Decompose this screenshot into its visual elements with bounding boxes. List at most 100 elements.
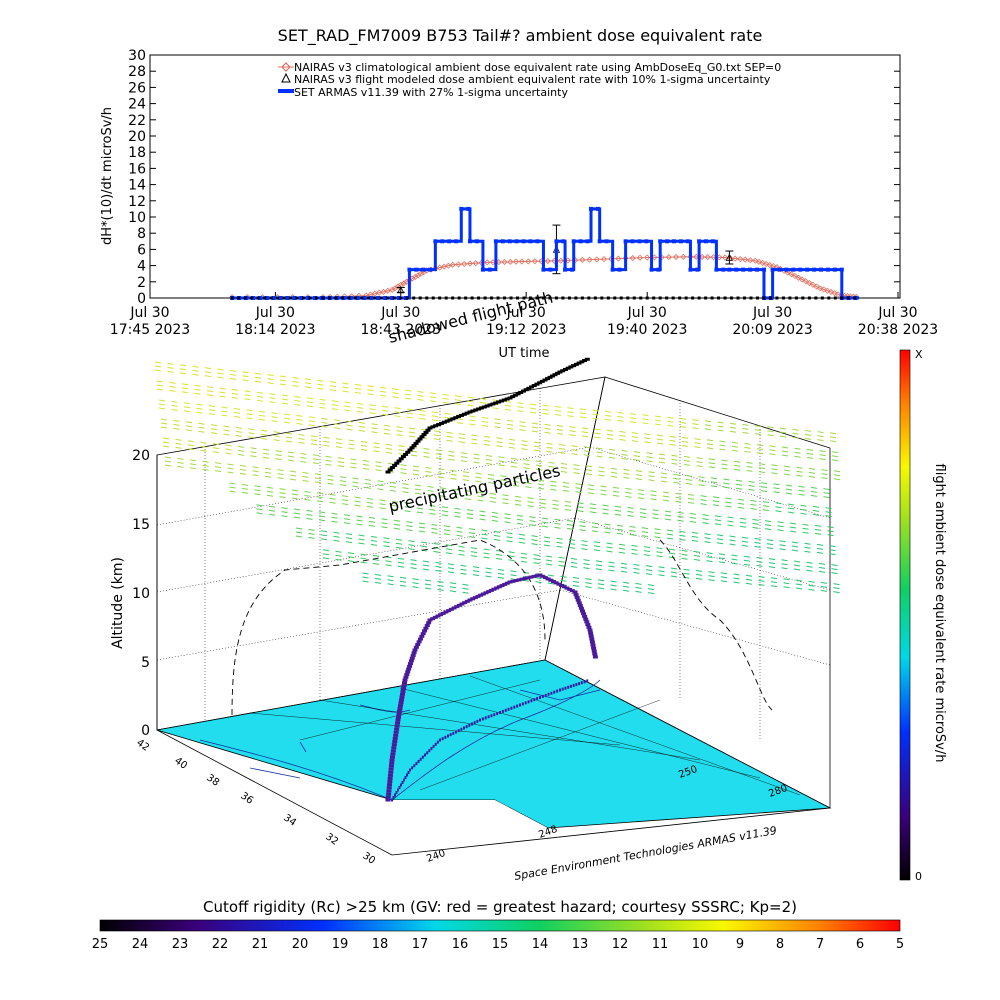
dose-field-mark	[518, 541, 526, 544]
dose-field-mark	[729, 535, 736, 538]
legend: NAIRAS v3 climatological ambient dose eq…	[278, 61, 781, 99]
dose-field-mark	[620, 566, 628, 569]
ground-track-point	[536, 697, 539, 701]
dose-field-mark	[350, 466, 357, 469]
dose-field-mark	[473, 457, 480, 460]
ground-track-point	[575, 683, 578, 687]
dose-field-mark	[271, 420, 278, 423]
dose-field-mark	[735, 483, 743, 486]
dose-field-mark	[629, 421, 637, 424]
dose-field-mark	[308, 424, 316, 427]
dose-field-mark	[385, 560, 392, 563]
dose-field-mark	[714, 519, 722, 522]
y-tick-label: 16	[128, 161, 146, 177]
shadowed-track-point	[510, 395, 516, 399]
dose-field-mark	[281, 398, 289, 401]
dose-field-mark	[496, 441, 503, 444]
dose-field-mark	[435, 457, 443, 460]
dose-field-mark	[400, 464, 407, 467]
dose-field-mark	[681, 557, 688, 560]
dose-field-mark	[685, 482, 693, 485]
dose-field-mark	[739, 517, 747, 520]
flight-track-point	[548, 578, 554, 582]
dose-field-mark	[456, 526, 463, 529]
dose-field-mark	[800, 512, 807, 515]
dose-field-mark	[164, 464, 172, 467]
dose-field-mark	[337, 457, 345, 460]
dose-field-mark	[583, 563, 590, 566]
flight-track-point	[387, 773, 393, 777]
dose-field-mark	[393, 523, 401, 526]
dose-field-mark	[460, 572, 467, 575]
dose-field-mark	[792, 436, 799, 439]
flight-track-point	[387, 783, 393, 787]
dose-field-mark	[189, 467, 197, 470]
dose-field-mark	[552, 507, 559, 510]
series-nairas-climatological-point	[835, 291, 842, 298]
series-armas-point	[306, 296, 311, 300]
dose-field-mark	[360, 561, 367, 564]
dose-field-mark	[408, 544, 415, 547]
dose-field-mark	[254, 489, 261, 492]
dose-field-mark	[733, 577, 740, 580]
dose-field-mark	[831, 459, 839, 462]
dose-field-mark	[792, 428, 799, 431]
dose-field-mark	[344, 409, 351, 412]
dose-field-mark	[635, 478, 643, 481]
dose-field-mark	[506, 532, 513, 535]
dose-field-mark	[475, 480, 482, 483]
dose-field-mark	[408, 540, 415, 543]
shadowed-track-point	[398, 457, 404, 461]
dose-field-mark	[494, 418, 501, 421]
dose-field-mark	[641, 527, 649, 530]
dose-field-mark	[625, 487, 632, 490]
dose-field-mark	[370, 543, 378, 546]
dose-field-mark	[266, 490, 274, 493]
dose-field-mark	[423, 451, 430, 454]
dose-field-mark	[768, 566, 776, 569]
dose-field-mark	[217, 376, 224, 379]
dose-field-mark	[368, 516, 376, 519]
dose-field-mark	[508, 438, 516, 441]
baseline-point	[645, 296, 649, 300]
dose-field-mark	[219, 395, 226, 398]
series-nairas-climatological-point	[763, 260, 770, 268]
annotation-precipitating-particles: precipitating particles	[387, 461, 562, 516]
series-nairas-climatological-point	[742, 256, 749, 263]
flight-track-point	[397, 709, 402, 713]
dose-field-mark	[467, 400, 474, 403]
baseline-point	[697, 296, 701, 300]
dose-field-mark	[817, 439, 824, 442]
ground-track-point	[394, 793, 396, 797]
dose-field-mark	[714, 523, 722, 526]
dose-field-mark	[300, 456, 307, 459]
dose-field-mark	[241, 483, 249, 486]
y-tick-label: 4	[137, 259, 146, 275]
dose-field-mark	[214, 470, 222, 473]
dose-field-mark	[269, 397, 276, 400]
dose-field-mark	[814, 524, 822, 527]
dose-field-mark	[479, 518, 486, 521]
series-layer	[229, 206, 860, 301]
dose-field-mark	[823, 496, 830, 499]
series-nairas-climatological-point	[531, 258, 538, 265]
dose-field-mark	[592, 417, 599, 420]
dose-field-mark	[333, 423, 341, 426]
dose-field-mark	[606, 546, 613, 549]
shadowed-track-point	[481, 405, 487, 409]
series-armas-point	[428, 267, 433, 272]
baseline-point	[846, 296, 850, 300]
dose-field-mark	[291, 497, 299, 500]
dose-field-mark	[520, 560, 528, 563]
dose-field-mark	[479, 401, 487, 404]
flight-track-point	[412, 648, 418, 652]
dose-field-mark	[545, 559, 553, 562]
flight-track-point	[397, 707, 403, 711]
dose-field-mark	[466, 517, 474, 520]
series-armas-point	[644, 239, 649, 244]
dose-field-mark	[443, 529, 451, 532]
dose-field-mark	[354, 387, 362, 390]
dose-field-mark	[525, 486, 532, 489]
dose-field-mark	[471, 434, 478, 437]
dose-field-mark	[579, 521, 586, 524]
